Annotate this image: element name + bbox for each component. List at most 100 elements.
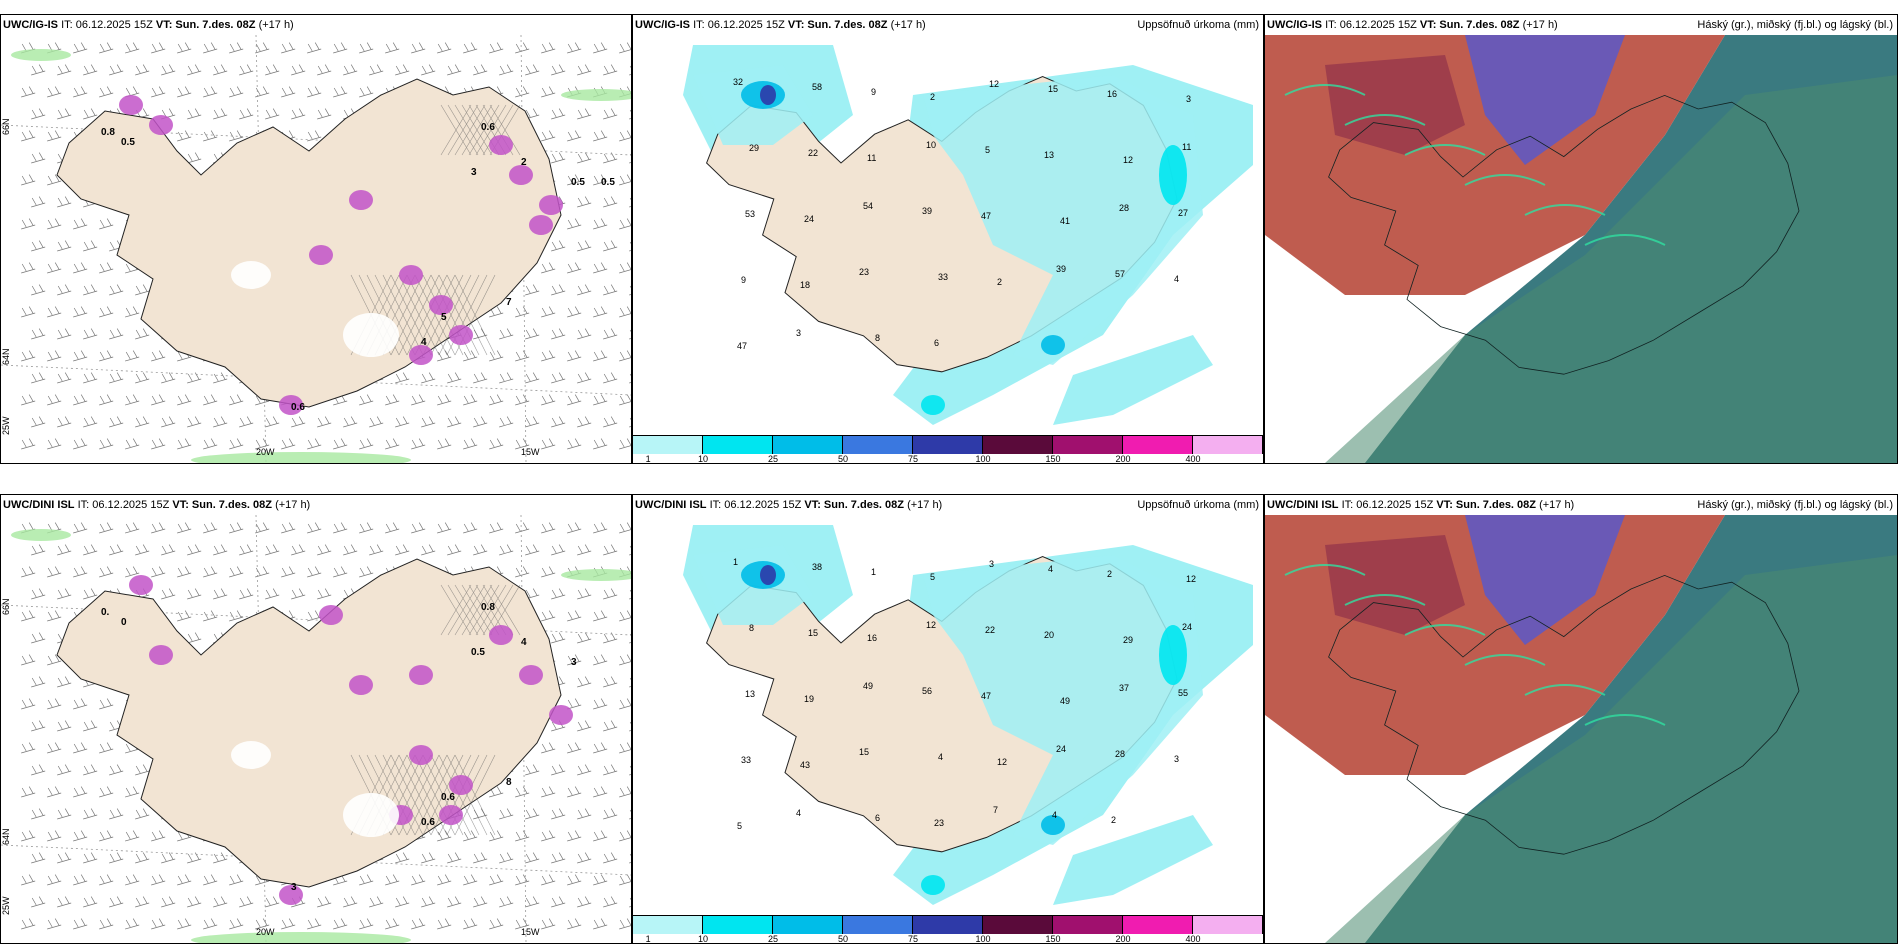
- legend-swatch: [1193, 916, 1263, 934]
- wind-map-panel-ig: UWC/IG-IS IT: 06.12.2025 15Z VT: Sun. 7.…: [0, 14, 632, 464]
- precip-value: 9: [741, 275, 746, 285]
- precip-core: [1041, 815, 1065, 835]
- precip-value: 39: [922, 206, 932, 216]
- precip-cell: [349, 675, 373, 695]
- wind-map: 0. 0 0.8 4 0.5 3 8 0.6 0.6 3 20W 15W 66N 64N 25W: [1, 515, 631, 943]
- legend-tick: 10: [697, 454, 708, 464]
- run-time: IT: 06.12.2025 15Z: [1325, 19, 1417, 31]
- precip-value: 5: [737, 821, 742, 831]
- legend-tick: 400: [1185, 454, 1201, 464]
- precip-value: 41: [1060, 216, 1070, 226]
- snow-patch: [231, 741, 271, 769]
- wind-label: 0.8: [481, 602, 495, 613]
- legend-tick: 50: [837, 454, 849, 464]
- precip-value: 53: [745, 209, 755, 219]
- valid-time: VT: Sun. 7.des. 08Z: [172, 499, 272, 511]
- legend-tick: 75: [907, 454, 918, 464]
- precip-value: 13: [1044, 150, 1054, 160]
- precip-value: 12: [997, 757, 1007, 767]
- precip-cell: [509, 165, 533, 185]
- wind-label: 8: [506, 777, 512, 788]
- legend-tick: 75: [907, 934, 918, 944]
- precip-core: [1041, 335, 1065, 355]
- precip-value: 32: [733, 77, 743, 87]
- precip-value: 28: [1115, 749, 1125, 759]
- mid-cloud: [1465, 515, 1625, 645]
- precip-legend: 1 10 25 50 75 100 150 200 400: [633, 915, 1263, 943]
- precip-value: 29: [749, 143, 759, 153]
- lead-time: (+17 h): [1539, 499, 1575, 511]
- cloud-map-panel-dini: UWC/DINI ISL IT: 06.12.2025 15Z VT: Sun.…: [1264, 494, 1898, 944]
- precip-value: 16: [1107, 89, 1117, 99]
- precip-value: 5: [930, 572, 935, 582]
- lead-time: (+17 h): [907, 499, 943, 511]
- valid-time: VT: Sun. 7.des. 08Z: [804, 499, 904, 511]
- contour-line: [1584, 714, 1666, 726]
- precip-value: 37: [1119, 683, 1129, 693]
- iceland-outline: [1328, 574, 1800, 855]
- contour-line: [1524, 684, 1606, 696]
- precip-area: [1053, 815, 1213, 905]
- wind-label: 0.5: [571, 177, 585, 188]
- wind-label: 0.6: [291, 402, 305, 413]
- legend-tick: 1: [645, 934, 651, 944]
- snow-patch: [343, 313, 399, 357]
- wind-label: 0.5: [601, 177, 615, 188]
- precip-value: 39: [1056, 264, 1066, 274]
- precip-value: 20: [1044, 630, 1054, 640]
- precip-value: 19: [804, 694, 814, 704]
- low-cloud: [1325, 75, 1897, 463]
- precip-value: 4: [1048, 564, 1053, 574]
- contour-line: [1464, 174, 1546, 186]
- precip-legend: 1 10 25 50 75 100 150 200 400: [633, 435, 1263, 463]
- precip-cell: [429, 295, 453, 315]
- precip-cell: [279, 395, 303, 415]
- legend-ticks: 1 10 25 50 75 100 150 200 400: [633, 454, 1263, 464]
- legend-swatches: [633, 915, 1263, 934]
- precip-cell: [409, 745, 433, 765]
- wind-map-panel-dini: UWC/DINI ISL IT: 06.12.2025 15Z VT: Sun.…: [0, 494, 632, 944]
- run-time: IT: 06.12.2025 15Z: [77, 499, 170, 511]
- panel-header: UWC/IG-IS IT: 06.12.2025 15Z VT: Sun. 7.…: [3, 19, 627, 33]
- legend-swatch: [1123, 436, 1193, 454]
- legend-tick: 100: [975, 454, 991, 464]
- model-name: UWC/IG-IS: [3, 19, 58, 31]
- lead-time: (+17 h): [275, 499, 311, 511]
- lon-label: 20W: [256, 447, 275, 457]
- precip-value: 47: [737, 341, 747, 351]
- panel-header: UWC/DINI ISL IT: 06.12.2025 15Z VT: Sun.…: [635, 499, 1259, 513]
- precip-cell: [129, 575, 153, 595]
- legend-swatch: [983, 436, 1053, 454]
- precip-value: 11: [1182, 142, 1191, 152]
- snow-patch: [231, 261, 271, 289]
- contour-line: [1404, 144, 1486, 156]
- precip-value: 49: [1060, 696, 1070, 706]
- precip-value: 6: [875, 813, 880, 823]
- precip-cell: [549, 705, 573, 725]
- legend-swatch: [633, 436, 703, 454]
- precip-area: [1053, 335, 1213, 425]
- precip-value: 8: [749, 623, 754, 633]
- wind-label: 3: [571, 657, 577, 668]
- precip-value: 15: [808, 628, 818, 638]
- precip-core: [1159, 625, 1187, 685]
- precip-value: 47: [981, 211, 991, 221]
- high-cloud-core: [1325, 55, 1465, 155]
- precip-value: 58: [812, 82, 822, 92]
- precip-value: 1: [733, 557, 738, 567]
- contour-line: [1284, 84, 1366, 96]
- wind-label: 4: [421, 337, 427, 348]
- legend-tick: 400: [1185, 934, 1201, 944]
- legend-swatch: [1193, 436, 1263, 454]
- precip-value: 2: [997, 277, 1002, 287]
- precip-value: 15: [1048, 84, 1058, 94]
- low-cloud-patch: [191, 932, 411, 943]
- low-cloud-patch: [561, 569, 631, 581]
- wind-label: 2: [521, 157, 527, 168]
- precip-value: 24: [804, 214, 814, 224]
- run-time: IT: 06.12.2025 15Z: [709, 499, 802, 511]
- precip-cell: [529, 215, 553, 235]
- lead-time: (+17 h): [258, 19, 294, 31]
- legend-tick: 200: [1115, 454, 1131, 464]
